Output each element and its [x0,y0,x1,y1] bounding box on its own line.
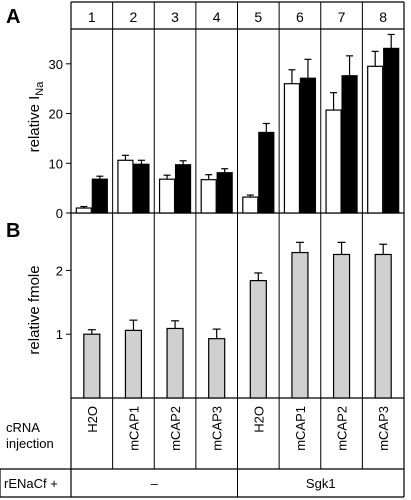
y-tick-label: 30 [49,57,63,72]
crna-injection-label: mCAP3 [210,406,225,451]
filled-bar [91,178,108,214]
open-bar [325,109,342,214]
group-label: Sgk1 [306,476,336,491]
crna-injection-label: mCAP2 [335,406,350,451]
group-label: – [151,476,159,491]
column-number: 1 [88,9,96,25]
column-number: 7 [338,9,346,25]
open-bar [367,65,384,214]
crna-injection-label: mCAP2 [168,406,183,451]
crna-label-line1: cRNA [6,420,40,435]
open-bar [117,159,134,214]
crna-injection-label: mCAP1 [126,406,141,451]
panel-b-letter: B [6,220,20,242]
open-bar [283,83,301,214]
column-number: 2 [130,9,138,25]
panel-a-chart: 0 10 20 30 [49,33,400,221]
column-number: 4 [213,9,221,25]
crna-injection-label: mCAP1 [293,406,308,451]
column-number: 5 [254,9,262,25]
y-tick-label: 0 [56,206,63,221]
open-bar [158,178,176,214]
column-number: 3 [171,9,179,25]
crna-injection-label: H2O [251,406,266,433]
filled-bar [383,47,400,214]
open-bar [75,207,92,214]
gray-bar [291,251,309,399]
y-tick-label: 20 [49,107,63,122]
y-tick-label: 1 [56,327,63,342]
y-tick-label: 2 [56,263,63,278]
gray-bar [374,253,392,399]
gray-bar [83,333,101,399]
gray-bar [208,338,226,399]
column-labels: 1 2 3 4 5 6 7 8 H2O mCAP1 mCAP2 mCAP3 H2O mCAP1 mCAP2 m… [85,9,391,491]
column-number: 8 [379,9,387,25]
crna-injection-label: mCAP3 [376,406,391,451]
filled-bar [133,163,150,214]
filled-bar [258,131,275,214]
panel-a-letter: A [6,6,20,28]
filled-bar [299,77,317,214]
panel-a-ylabel: relative INa [26,81,46,153]
gray-bar [124,329,143,399]
filled-bar [341,75,358,214]
crna-injection-label: H2O [85,406,100,433]
filled-bar [216,172,233,214]
renac-label: rENaCf + [4,476,58,491]
column-number: 6 [296,9,304,25]
crna-label-line2: injection [6,436,54,451]
gray-bar [332,253,351,399]
filled-bar [174,164,192,214]
y-tick-label: 10 [49,156,63,171]
open-bar [242,196,259,214]
panel-b-chart: 12 [56,241,392,399]
gray-bar [249,280,267,399]
panel-b-ylabel: relative fmole [26,265,43,354]
gray-bar [166,327,184,399]
open-bar [200,179,217,214]
